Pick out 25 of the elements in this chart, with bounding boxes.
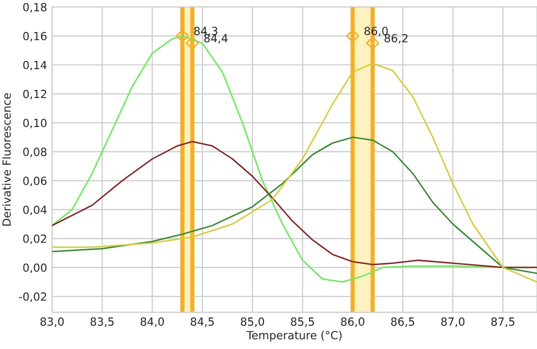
x-tick-label: 83,5 bbox=[90, 317, 114, 327]
x-tick-label: 84,0 bbox=[140, 317, 164, 327]
y-tick-label: -0,02 bbox=[19, 292, 46, 302]
y-tick-label: 0,04 bbox=[23, 206, 47, 216]
x-tick-label: 86,0 bbox=[341, 317, 364, 327]
y-axis-title: Derivative Fluorescence bbox=[2, 93, 11, 226]
x-axis-title: Temperature (°C) bbox=[246, 330, 342, 342]
y-tick-label: 0,14 bbox=[23, 60, 47, 70]
x-tick-label: 85,0 bbox=[240, 317, 264, 327]
x-tick-label: 87,5 bbox=[491, 317, 514, 327]
x-tick-label: 83,0 bbox=[40, 317, 64, 327]
y-tick-label: 0,12 bbox=[23, 90, 46, 100]
y-tick-label: 0,10 bbox=[23, 118, 46, 128]
y-tick-label: 0,06 bbox=[23, 176, 47, 186]
y-tick-label: 0,02 bbox=[23, 234, 46, 244]
y-tick-label: 0,18 bbox=[23, 2, 46, 12]
y-tick-label: 0,16 bbox=[23, 32, 47, 42]
y-tick-label: 0,08 bbox=[23, 148, 46, 158]
x-tick-label: 87,0 bbox=[441, 317, 464, 327]
y-tick-label: 0,00 bbox=[23, 263, 46, 274]
annotation: 86,2 bbox=[384, 34, 408, 44]
x-tick-label: 86,5 bbox=[391, 317, 414, 327]
annotation: 84,4 bbox=[204, 34, 228, 44]
x-tick-label: 84,5 bbox=[190, 317, 214, 327]
x-tick-label: 85,5 bbox=[290, 317, 314, 327]
